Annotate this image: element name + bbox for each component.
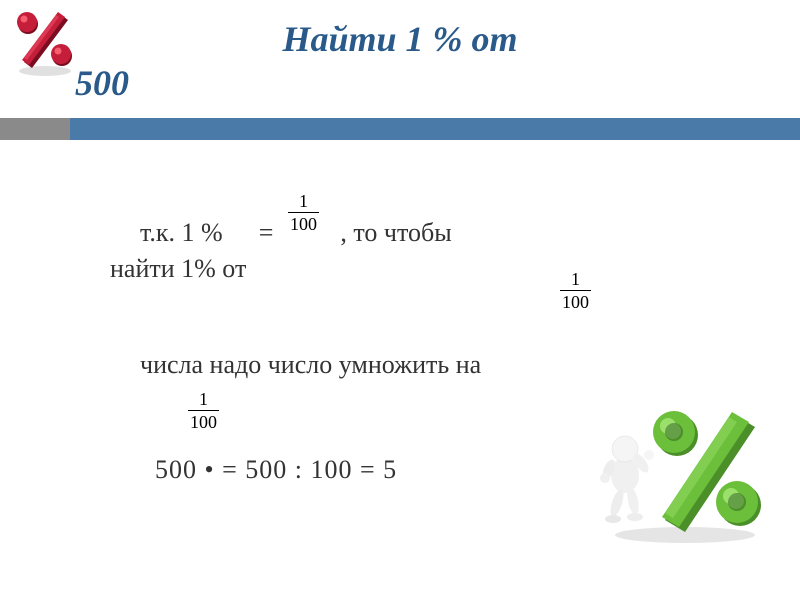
frac3-num: 1 [197, 390, 210, 410]
frac1-den: 100 [288, 212, 319, 233]
title-line1: Найти 1 % от [0, 18, 800, 60]
text-line2: найти 1% от [110, 254, 246, 284]
figure-icon [600, 436, 654, 523]
line1-c: , то чтобы [340, 218, 451, 248]
frac3-den: 100 [188, 410, 219, 431]
slide-title: Найти 1 % от 500 [0, 18, 800, 60]
accent-bar [0, 118, 800, 140]
big-percent-icon [653, 411, 761, 532]
line1-b: = [259, 218, 274, 248]
title-line2: 500 [75, 62, 129, 104]
bar-gray-segment [0, 118, 70, 140]
frac2-num: 1 [569, 270, 582, 290]
bar-blue-segment [70, 118, 800, 140]
text-line4: 500 • = 500 : 100 = 5 [155, 455, 397, 485]
frac1-num: 1 [297, 192, 310, 212]
frac2-den: 100 [560, 290, 591, 311]
fraction-1: 1 100 [288, 192, 319, 233]
green-percent-icon [595, 405, 765, 545]
fraction-2: 1 100 [560, 270, 591, 311]
text-line3: числа надо число умножить на [140, 350, 481, 380]
line1-a: т.к. 1 % [140, 218, 223, 248]
fraction-3: 1 100 [188, 390, 219, 431]
